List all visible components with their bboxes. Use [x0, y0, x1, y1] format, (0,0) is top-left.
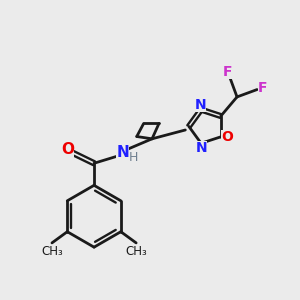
Text: N: N [116, 145, 129, 160]
Text: CH₃: CH₃ [41, 244, 63, 258]
Text: N: N [195, 98, 206, 112]
Text: F: F [258, 81, 268, 95]
Text: N: N [195, 141, 207, 155]
Text: O: O [221, 130, 233, 144]
Text: H: H [129, 151, 138, 164]
Text: O: O [61, 142, 74, 158]
Text: CH₃: CH₃ [125, 244, 147, 258]
Text: F: F [223, 64, 232, 79]
